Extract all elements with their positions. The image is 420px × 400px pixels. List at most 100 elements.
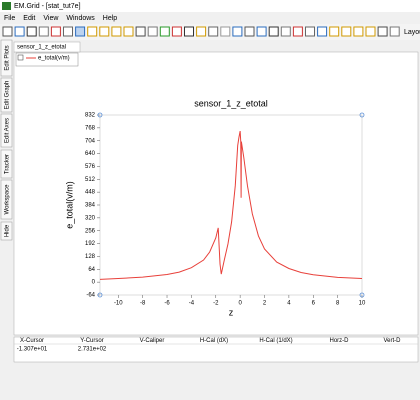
toolbar-button[interactable] [268, 26, 279, 37]
chart-panel [13, 51, 419, 336]
y-tick-label: 640 [85, 151, 96, 157]
title-bar [0, 0, 420, 12]
side-tab-label[interactable]: Hide [5, 224, 11, 237]
status-header: H-Cal (dX) [200, 338, 228, 344]
toolbar-button[interactable] [196, 26, 207, 37]
x-tick-label: -10 [114, 301, 123, 307]
toolbar-label[interactable]: Layou [404, 29, 420, 36]
side-tab[interactable] [0, 149, 13, 179]
x-tick-label: -4 [189, 301, 195, 307]
toolbar-button[interactable] [159, 26, 170, 37]
y-axis-label: e_total(v/m) [64, 181, 74, 229]
side-tab[interactable] [0, 221, 13, 241]
toolbar-button[interactable] [111, 26, 122, 37]
y-tick-label: 512 [85, 177, 96, 183]
toolbar-button[interactable] [38, 26, 49, 37]
side-tab-label[interactable]: Edit Axes [5, 118, 11, 143]
toolbar-button[interactable] [353, 26, 364, 37]
side-tab-label[interactable]: Tracker [5, 154, 11, 174]
cursor-handle[interactable] [359, 292, 365, 298]
toolbar-button[interactable] [389, 26, 400, 37]
cursor-handle[interactable] [97, 112, 103, 118]
toolbar-button[interactable] [305, 26, 315, 37]
side-tab[interactable] [0, 39, 13, 77]
y-tick-label: 320 [85, 215, 96, 221]
menu-item[interactable]: Help [103, 15, 118, 22]
side-tab[interactable] [0, 113, 13, 148]
toolbar-button[interactable] [50, 26, 61, 37]
chart-title: sensor_1_z_etotal [194, 98, 268, 108]
y-tick-label: 832 [85, 113, 96, 119]
y-tick-label: 192 [85, 241, 96, 247]
toolbar-button[interactable] [135, 26, 146, 37]
menu-item[interactable]: View [43, 15, 59, 22]
toolbar-button[interactable] [123, 26, 134, 37]
y-tick-label: 128 [85, 254, 96, 260]
status-cell: 2.731e+02 [78, 347, 107, 353]
status-header: Y-Cursor [80, 338, 103, 344]
x-tick-label: 4 [287, 301, 291, 307]
x-axis-label: z [229, 307, 234, 317]
toolbar-button[interactable] [232, 26, 243, 37]
toolbar-button[interactable] [244, 26, 255, 37]
toolbar-button[interactable] [377, 26, 388, 37]
x-tick-label: -8 [140, 301, 146, 307]
toolbar-button[interactable] [208, 26, 219, 37]
toolbar-button[interactable] [147, 26, 158, 37]
window-title: EM.Grid - [stat_tut7e] [14, 3, 81, 10]
x-tick-label: 10 [359, 301, 366, 307]
toolbar-button[interactable] [87, 26, 98, 37]
x-tick-label: -6 [164, 301, 170, 307]
toolbar-button[interactable] [14, 26, 25, 37]
app-icon [2, 2, 11, 10]
y-tick-label: 448 [85, 190, 96, 196]
status-header: V-Caliper [140, 338, 165, 344]
y-tick-label: 576 [85, 164, 96, 170]
side-tab-label[interactable]: Edit Plots [5, 45, 11, 70]
side-tab-label[interactable]: Workspace [5, 184, 11, 215]
y-tick-label: 64 [88, 267, 95, 273]
menu-item[interactable]: File [4, 15, 15, 22]
y-tick-label: 704 [85, 138, 96, 144]
status-header: X-Cursor [20, 338, 44, 344]
y-tick-label: 384 [85, 203, 96, 209]
menu-item[interactable]: Edit [23, 15, 35, 22]
side-tab[interactable] [0, 77, 13, 113]
menu-item[interactable]: Windows [66, 15, 95, 22]
side-tab-label[interactable]: Edit Graph [5, 81, 11, 110]
x-tick-label: 0 [238, 301, 242, 307]
toolbar-button[interactable] [184, 26, 194, 37]
toolbar-button[interactable] [329, 26, 340, 37]
toolbar-button[interactable] [256, 26, 267, 37]
side-tab[interactable] [0, 179, 13, 220]
legend-checkbox[interactable] [17, 54, 24, 61]
tab-label[interactable]: sensor_1_z_etotal [17, 45, 66, 51]
y-tick-label: 768 [85, 125, 96, 131]
status-header: H-Cal (1/dX) [259, 338, 292, 344]
legend-label: e_total(v/m) [38, 56, 70, 62]
cursor-handle[interactable] [359, 112, 365, 118]
toolbar-button[interactable] [171, 26, 182, 37]
toolbar-button[interactable] [75, 26, 86, 37]
cursor-handle[interactable] [97, 292, 103, 298]
x-tick-label: -2 [213, 301, 219, 307]
toolbar-button[interactable] [99, 26, 110, 37]
y-tick-label: -64 [86, 293, 95, 299]
toolbar-button[interactable] [292, 26, 303, 37]
x-tick-label: 6 [312, 301, 316, 307]
x-tick-label: 2 [263, 301, 267, 307]
toolbar-button[interactable] [280, 26, 291, 37]
toolbar-button[interactable] [317, 26, 328, 37]
toolbar-button[interactable] [26, 26, 37, 37]
legend-box [15, 52, 79, 67]
toolbar-button[interactable] [365, 26, 376, 37]
status-header: Vert-D [383, 338, 401, 344]
toolbar-button[interactable] [341, 26, 352, 37]
y-tick-label: 256 [85, 228, 96, 234]
toolbar-button[interactable] [63, 26, 73, 37]
toolbar-button[interactable] [220, 26, 231, 37]
tab[interactable] [13, 41, 81, 53]
toolbar-button[interactable] [2, 26, 13, 37]
data-line [99, 130, 363, 280]
